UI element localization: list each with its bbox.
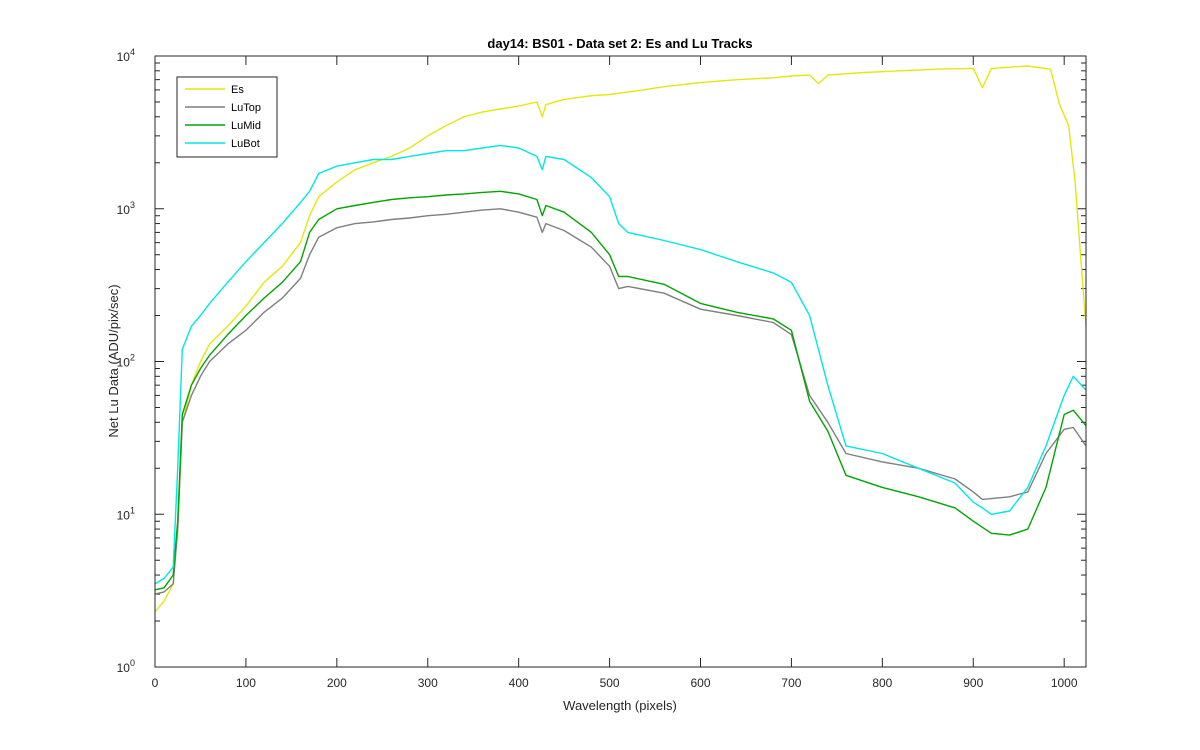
x-tick-label: 400	[509, 676, 529, 690]
chart-title: day14: BS01 - Data set 2: Es and Lu Trac…	[487, 36, 752, 51]
series-line-lutop	[154, 208, 1087, 595]
y-tick-label: 102	[117, 353, 135, 370]
legend-entry: LuMid	[231, 120, 261, 132]
x-axis-label: Wavelength (pixels)	[563, 698, 677, 713]
plot-frame	[154, 55, 1087, 668]
y-tick-exponent: 2	[130, 353, 135, 363]
y-tick-exponent: 3	[130, 200, 135, 210]
x-tick-label: 600	[690, 676, 710, 690]
x-tick-label: 1000	[1051, 676, 1078, 690]
y-axis-label: Net Lu Data (ADU/pix/sec)	[106, 284, 121, 437]
series-line-es	[154, 65, 1087, 613]
y-tick-exponent: 0	[130, 658, 135, 668]
y-tick-exponent: 4	[130, 47, 135, 57]
series-lines	[154, 65, 1087, 613]
y-tick-base: 10	[117, 50, 131, 64]
y-tick-exponent: 1	[130, 505, 135, 515]
y-tick-label: 103	[117, 200, 135, 217]
plot-area	[155, 56, 1086, 667]
x-tick-label: 100	[236, 676, 256, 690]
x-tick-label: 200	[327, 676, 347, 690]
y-tick-base: 10	[117, 508, 131, 522]
y-tick-label: 104	[117, 47, 135, 64]
legend-entry: Es	[231, 84, 244, 96]
x-tick-label: 900	[963, 676, 983, 690]
series-line-lumid	[154, 190, 1087, 591]
legend: Es LuTop LuMid LuBot	[176, 76, 278, 158]
legend-entry: LuBot	[231, 138, 260, 150]
x-tick-label: 500	[600, 676, 620, 690]
series-line-lubot	[154, 144, 1087, 585]
axis-ticks: 0 100 200 300 400 500 600 700 800 900 100010010110…	[117, 47, 1086, 690]
y-tick-base: 10	[117, 356, 131, 370]
x-tick-label: 800	[872, 676, 892, 690]
y-tick-label: 100	[117, 658, 135, 675]
legend-entry: LuTop	[231, 102, 261, 114]
x-tick-label: 0	[152, 676, 159, 690]
x-tick-label: 700	[781, 676, 801, 690]
y-tick-label: 101	[117, 505, 135, 522]
y-tick-base: 10	[117, 661, 131, 675]
y-tick-base: 10	[117, 203, 131, 217]
x-tick-label: 300	[418, 676, 438, 690]
